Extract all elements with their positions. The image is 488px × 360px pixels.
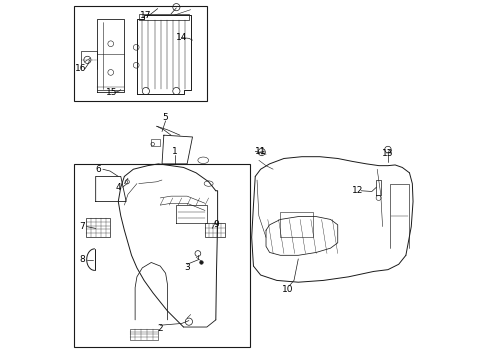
Bar <box>74 6 206 101</box>
Text: 7: 7 <box>80 222 85 231</box>
Text: 5: 5 <box>163 113 168 122</box>
Bar <box>280 212 312 237</box>
Text: 13: 13 <box>382 149 393 158</box>
Text: 15: 15 <box>106 87 117 96</box>
Text: 12: 12 <box>351 186 363 195</box>
Text: 8: 8 <box>80 255 85 264</box>
Text: 10: 10 <box>281 285 293 294</box>
Text: 9: 9 <box>212 220 218 229</box>
Bar <box>139 14 188 21</box>
Bar <box>129 329 158 339</box>
Text: 11: 11 <box>254 147 266 156</box>
Text: 4: 4 <box>115 183 121 192</box>
Text: 17: 17 <box>140 10 151 19</box>
Text: 14: 14 <box>176 33 187 42</box>
Bar <box>204 223 224 237</box>
Circle shape <box>199 261 203 264</box>
Text: 16: 16 <box>74 64 86 73</box>
Bar <box>86 218 110 237</box>
Text: 2: 2 <box>157 324 163 333</box>
Text: 1: 1 <box>171 147 177 156</box>
Text: 6: 6 <box>95 165 101 174</box>
Bar <box>150 139 159 146</box>
Bar <box>74 164 249 347</box>
Text: 3: 3 <box>184 264 190 273</box>
